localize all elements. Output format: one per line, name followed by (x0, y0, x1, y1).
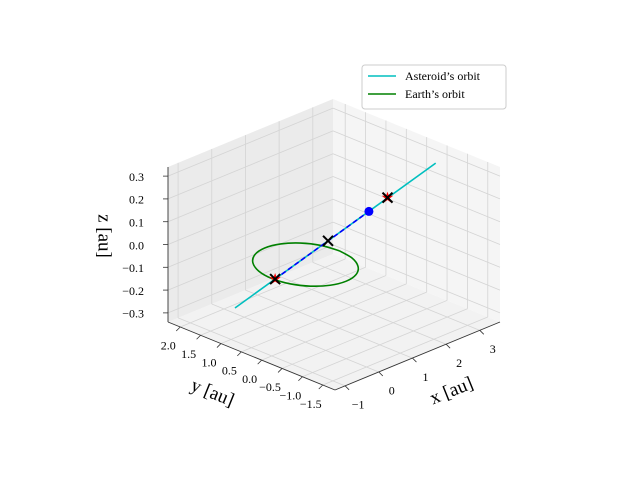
z-axis-title: z [au] (94, 214, 115, 258)
tick-mark (344, 385, 350, 391)
y-tick-label: −1.5 (300, 397, 322, 411)
grid-line (167, 130, 334, 200)
grid-line (332, 198, 501, 268)
y-tick-label: 1.0 (201, 355, 216, 369)
tick-mark (237, 351, 242, 357)
grid-line (332, 176, 501, 245)
grid-line (332, 153, 501, 223)
tick-mark (277, 368, 283, 373)
y-tick-label: 1.5 (181, 347, 196, 361)
grid-line (167, 221, 334, 291)
grid-line (241, 283, 407, 353)
tick-mark (445, 343, 451, 349)
y-tick-label: −0.5 (259, 380, 281, 394)
tick-mark (378, 371, 384, 377)
z-tick-label: 0.3 (129, 170, 144, 184)
tick-mark (216, 343, 222, 348)
grid-line (180, 258, 346, 328)
grid-line (322, 316, 488, 386)
grid-line (302, 308, 468, 378)
grid-line (332, 244, 501, 314)
marks (234, 162, 437, 309)
y-tick-label: −1.0 (280, 388, 302, 402)
tick-mark (298, 376, 303, 382)
axis-line (167, 321, 336, 391)
z-tick-label: −0.3 (122, 307, 144, 321)
grid-line (167, 198, 334, 268)
axis-line (334, 321, 501, 391)
z-tick-label: −0.2 (122, 284, 144, 298)
grid-line (211, 303, 379, 373)
y-tick-label: 2.0 (161, 339, 176, 353)
legend: Asteroid’s orbit Earth’s orbit (361, 64, 507, 110)
tick-mark (175, 326, 181, 332)
grid-line (177, 317, 346, 387)
grid-line (332, 130, 501, 200)
y-tick-label: 0.0 (242, 372, 257, 386)
grid-line (278, 275, 447, 345)
dashed-segment (274, 210, 370, 280)
tick-mark (479, 330, 485, 335)
tick-mark (412, 357, 417, 363)
grid-line (167, 107, 334, 177)
y-tick-label: 0.5 (222, 364, 237, 378)
dot-marker (364, 206, 374, 216)
x-tick-label: 3 (490, 342, 496, 356)
x-tick-label: 1 (422, 370, 428, 384)
legend-label: Asteroid’s orbit (405, 69, 481, 83)
grid-line (281, 300, 448, 369)
z-tick-label: −0.1 (122, 261, 144, 275)
grid-line (220, 275, 387, 344)
x-tick-label: 2 (456, 356, 462, 370)
x-marker (381, 191, 394, 204)
grid (167, 103, 501, 387)
grid-line (167, 176, 334, 245)
tick-mark (318, 384, 324, 390)
tick-mark (196, 334, 201, 340)
x-marker (269, 273, 281, 285)
z-tick-label: 0.1 (129, 215, 144, 229)
grid-line (245, 289, 413, 359)
z-tick-label: 0.0 (129, 238, 144, 252)
x-marker (322, 235, 334, 247)
x-tick-label: −1 (352, 398, 365, 412)
z-tick-label: 0.2 (129, 193, 144, 207)
grid-line (261, 291, 427, 361)
grid-line (200, 266, 366, 336)
grid-line (312, 261, 480, 331)
grid-line (332, 107, 501, 177)
tick-mark (257, 359, 262, 365)
grid-line (167, 153, 334, 223)
x-tick-label: 0 (389, 384, 395, 398)
grid-line (332, 221, 501, 291)
legend-label: Earth’s orbit (405, 87, 465, 101)
legend-box (361, 64, 507, 110)
